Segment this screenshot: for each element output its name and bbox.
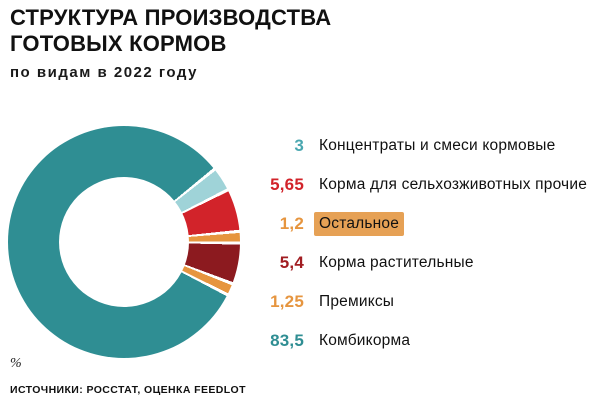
page-subtitle: по видам в 2022 году bbox=[10, 63, 198, 81]
legend-label: Остальное bbox=[314, 212, 405, 236]
legend-label: Комбикорма bbox=[319, 332, 411, 349]
source-note: ИСТОЧНИКИ: РОССТАТ, ОЦЕНКА FEEDLOT bbox=[10, 384, 246, 396]
donut-chart bbox=[8, 126, 240, 358]
donut-hole bbox=[59, 177, 189, 307]
legend-row: 83,5 Комбикорма bbox=[250, 326, 606, 356]
legend-value: 3 bbox=[294, 136, 304, 155]
legend-row: 3 Концентраты и смеси кормовые bbox=[250, 131, 606, 161]
legend: 3 Концентраты и смеси кормовые 5,65 Корм… bbox=[250, 131, 606, 365]
legend-label: Корма растительные bbox=[319, 254, 474, 271]
legend-row: 1,25 Премиксы bbox=[250, 287, 606, 317]
legend-value: 1,2 bbox=[279, 214, 304, 233]
legend-label: Премиксы bbox=[319, 293, 395, 310]
title-line-2: ГОТОВЫХ КОРМОВ bbox=[10, 30, 227, 56]
legend-value: 1,25 bbox=[270, 292, 304, 311]
header: СТРУКТУРА ПРОИЗВОДСТВА ГОТОВЫХ КОРМОВ по… bbox=[10, 5, 331, 81]
legend-row: 1,2 Остальное bbox=[250, 209, 606, 239]
page-title: СТРУКТУРА ПРОИЗВОДСТВА ГОТОВЫХ КОРМОВ bbox=[10, 5, 331, 57]
legend-label: Концентраты и смеси кормовые bbox=[319, 137, 556, 154]
legend-value: 5,65 bbox=[270, 175, 304, 194]
title-line-1: СТРУКТУРА ПРОИЗВОДСТВА bbox=[10, 5, 332, 30]
legend-label: Корма для сельхозживотных прочие bbox=[319, 176, 588, 193]
legend-row: 5,4 Корма растительные bbox=[250, 248, 606, 278]
legend-value: 83,5 bbox=[270, 331, 304, 350]
legend-row: 5,65 Корма для сельхозживотных прочие bbox=[250, 170, 606, 200]
legend-value: 5,4 bbox=[279, 253, 304, 272]
unit-label: % bbox=[10, 356, 22, 371]
